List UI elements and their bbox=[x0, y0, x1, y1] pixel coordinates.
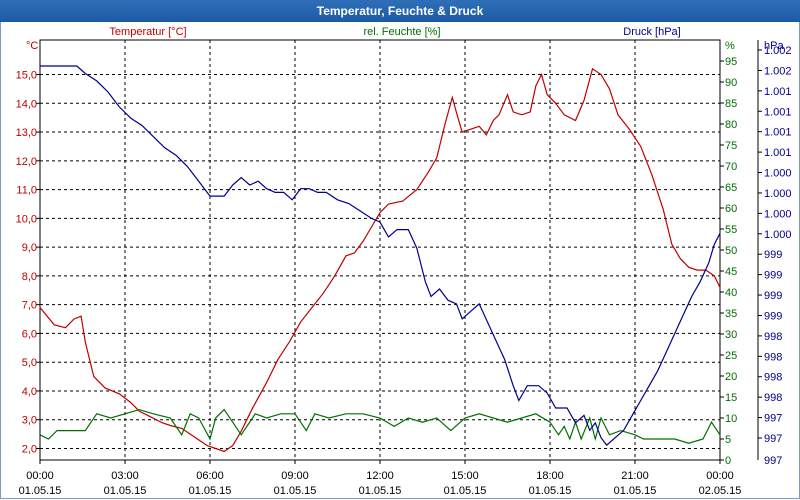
pressure-axis-label: Druck [hPa] bbox=[623, 26, 680, 38]
pressure-tick-label: 998 bbox=[764, 351, 782, 363]
temperature-tick-label: 8,0 bbox=[22, 271, 37, 283]
pressure-tick-label: 999 bbox=[764, 290, 782, 302]
y-axis-ticks: 2,0 3,0 4,0 5,0 6,0 7,0 8,0 9,0 10,0 11,0 12,0 13,0… bbox=[16, 45, 792, 467]
x-tick-date: 01.05.15 bbox=[359, 485, 402, 497]
x-tick-time: 03:00 bbox=[111, 470, 139, 482]
x-tick-date: 01.05.15 bbox=[104, 485, 147, 497]
humidity-tick-label: 20 bbox=[725, 371, 737, 383]
x-tick-time: 18:00 bbox=[536, 470, 564, 482]
humidity-tick-label: 10 bbox=[725, 413, 737, 425]
x-tick-time: 21:00 bbox=[621, 470, 649, 482]
temperature-tick-label: 15,0 bbox=[16, 70, 37, 82]
pressure-axis-unit: hPa bbox=[764, 40, 784, 52]
x-tick-date: 01.05.15 bbox=[614, 485, 657, 497]
temperature-tick-label: 9,0 bbox=[22, 242, 37, 254]
temperature-tick-label: 14,0 bbox=[16, 98, 37, 110]
temperature-tick-label: 6,0 bbox=[22, 328, 37, 340]
temperature-tick-label: 2,0 bbox=[22, 443, 37, 455]
humidity-axis-unit: % bbox=[725, 40, 735, 52]
pressure-tick-label: 1.001 bbox=[764, 86, 792, 98]
humidity-tick-label: 25 bbox=[725, 350, 737, 362]
humidity-tick-label: 75 bbox=[725, 140, 737, 152]
temperature-axis-unit: °C bbox=[26, 40, 38, 52]
humidity-tick-label: 0 bbox=[725, 455, 731, 467]
humidity-tick-label: 30 bbox=[725, 329, 737, 341]
pressure-tick-label: 1.001 bbox=[764, 106, 792, 118]
pressure-tick-label: 1.000 bbox=[764, 229, 792, 241]
humidity-tick-label: 5 bbox=[725, 434, 731, 446]
pressure-tick-label: 1.001 bbox=[764, 127, 792, 139]
pressure-tick-label: 1.001 bbox=[764, 147, 792, 159]
window-title: Temperatur, Feuchte & Druck bbox=[0, 0, 800, 22]
x-tick-date: 02.05.15 bbox=[699, 485, 742, 497]
humidity-tick-label: 85 bbox=[725, 98, 737, 110]
humidity-tick-label: 55 bbox=[725, 224, 737, 236]
humidity-tick-label: 15 bbox=[725, 392, 737, 404]
pressure-tick-label: 997 bbox=[764, 455, 782, 467]
x-tick-date: 01.05.15 bbox=[189, 485, 232, 497]
pressure-tick-label: 999 bbox=[764, 249, 782, 261]
x-tick-date: 01.05.15 bbox=[529, 485, 572, 497]
humidity-tick-label: 70 bbox=[725, 161, 737, 173]
humidity-tick-label: 80 bbox=[725, 119, 737, 131]
humidity-tick-label: 45 bbox=[725, 266, 737, 278]
temperature-tick-label: 11,0 bbox=[16, 185, 37, 197]
pressure-tick-label: 1.000 bbox=[764, 208, 792, 220]
pressure-tick-label: 1.002 bbox=[764, 65, 792, 77]
pressure-tick-label: 1.000 bbox=[764, 168, 792, 180]
x-tick-date: 01.05.15 bbox=[444, 485, 487, 497]
humidity-tick-label: 40 bbox=[725, 287, 737, 299]
temperature-tick-label: 12,0 bbox=[16, 156, 37, 168]
x-tick-time: 12:00 bbox=[366, 470, 394, 482]
pressure-tick-label: 997 bbox=[764, 433, 782, 445]
x-tick-time: 00:00 bbox=[26, 470, 54, 482]
pressure-tick-label: 999 bbox=[764, 270, 782, 282]
humidity-tick-label: 95 bbox=[725, 56, 737, 68]
x-tick-time: 00:00 bbox=[706, 470, 734, 482]
pressure-tick-label: 998 bbox=[764, 331, 782, 343]
pressure-tick-label: 1.002 bbox=[764, 45, 792, 57]
pressure-tick-label: 998 bbox=[764, 392, 782, 404]
pressure-tick-label: 997 bbox=[764, 413, 782, 425]
temperature-tick-label: 7,0 bbox=[22, 300, 37, 312]
series-line-temperature bbox=[39, 67, 721, 453]
temperature-tick-label: 5,0 bbox=[22, 357, 37, 369]
humidity-axis-label: rel. Feuchte [%] bbox=[363, 26, 440, 38]
series-line-humidity bbox=[39, 408, 721, 444]
temperature-tick-label: 10,0 bbox=[16, 213, 37, 225]
pressure-tick-label: 1.000 bbox=[764, 188, 792, 200]
temperature-axis-label: Temperatur [°C] bbox=[109, 26, 186, 38]
x-tick-time: 15:00 bbox=[451, 470, 479, 482]
temperature-tick-label: 13,0 bbox=[16, 127, 37, 139]
x-tick-time: 09:00 bbox=[281, 470, 309, 482]
pressure-tick-label: 998 bbox=[764, 372, 782, 384]
humidity-tick-label: 65 bbox=[725, 182, 737, 194]
series-line-pressure bbox=[40, 65, 721, 446]
temperature-tick-label: 4,0 bbox=[22, 386, 37, 398]
humidity-tick-label: 35 bbox=[725, 308, 737, 320]
x-tick-time: 06:00 bbox=[196, 470, 224, 482]
grid bbox=[40, 40, 720, 460]
x-tick-date: 01.05.15 bbox=[274, 485, 317, 497]
humidity-tick-label: 60 bbox=[725, 203, 737, 215]
x-tick-date: 01.05.15 bbox=[19, 485, 62, 497]
series-lines bbox=[39, 65, 721, 453]
x-axis-ticks: 00:00 01.05.15 03:00 01.05.15 06:00 01.05.15 0… bbox=[19, 460, 742, 497]
temperature-tick-label: 3,0 bbox=[22, 415, 37, 427]
humidity-tick-label: 50 bbox=[725, 245, 737, 257]
humidity-tick-label: 90 bbox=[725, 77, 737, 89]
pressure-tick-label: 999 bbox=[764, 310, 782, 322]
